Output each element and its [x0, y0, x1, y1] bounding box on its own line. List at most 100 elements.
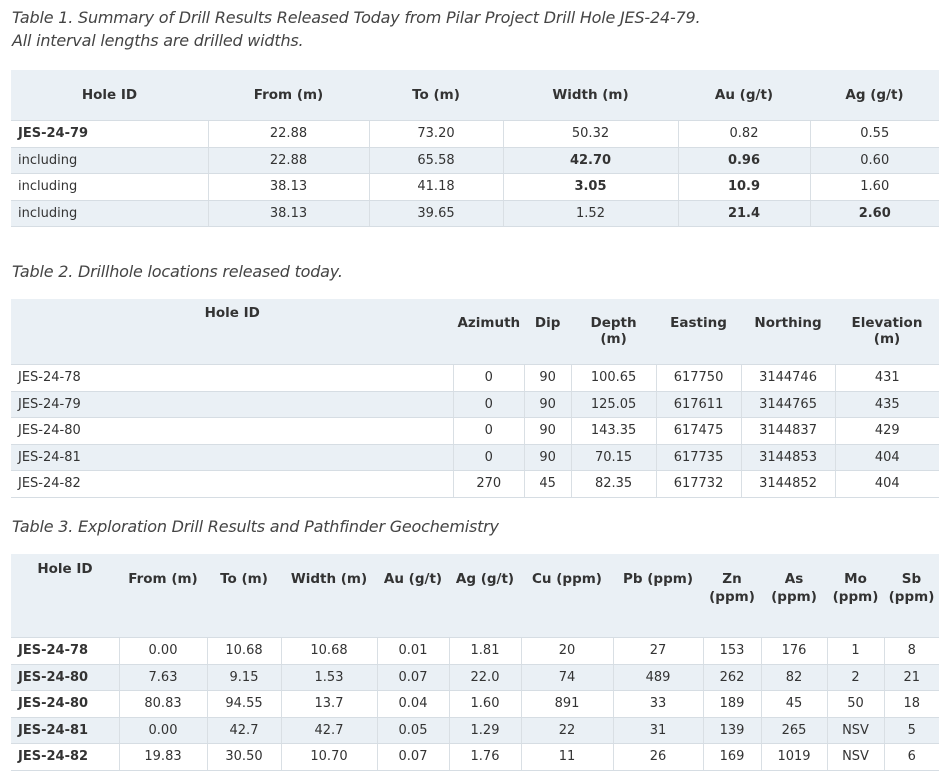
table-cell: 0.82 — [678, 120, 811, 148]
table-cell: JES-24-78 — [11, 364, 454, 392]
table-cell: 0.96 — [678, 147, 811, 174]
table-cell: 189 — [703, 690, 762, 718]
column-header: To (m) — [369, 70, 503, 121]
column-header: From (m) — [119, 554, 207, 638]
column-header: Azimuth — [453, 299, 525, 365]
column-header: Ag (g/t) — [810, 70, 939, 121]
table-cell: 617750 — [656, 364, 742, 392]
table-cell: 431 — [835, 364, 939, 392]
table-cell: 45 — [761, 690, 828, 718]
table-cell: 38.13 — [208, 200, 370, 227]
table-header-row: Hole ID Azimuth Dip Depth (m) Easting No… — [11, 299, 939, 365]
table1-caption: Table 1. Summary of Drill Results Releas… — [12, 6, 701, 52]
table-cell: 3144852 — [741, 470, 836, 498]
table-cell: 1.76 — [449, 743, 522, 771]
table-cell: 1.81 — [449, 637, 522, 665]
table-cell: 70.15 — [571, 444, 657, 471]
column-header: Hole ID — [11, 70, 208, 121]
table-cell: 404 — [835, 470, 939, 498]
table-row: including 22.88 65.58 42.70 0.96 0.60 — [11, 147, 939, 174]
table-cell: 617735 — [656, 444, 742, 471]
table-cell: 94.55 — [207, 690, 282, 718]
table-cell: 80.83 — [119, 690, 208, 718]
table-cell: 10.70 — [281, 743, 378, 771]
table-cell: 153 — [703, 637, 762, 665]
table-cell: 2.60 — [810, 200, 939, 227]
table-cell: 0.01 — [377, 637, 450, 665]
column-header: Pb (ppm) — [613, 554, 703, 638]
table-cell: 11 — [521, 743, 614, 771]
table-cell: 90 — [524, 444, 572, 471]
table-cell: 143.35 — [571, 417, 657, 445]
table-cell: 50 — [827, 690, 885, 718]
table-cell: NSV — [827, 743, 885, 771]
column-header: Width (m) — [503, 70, 678, 121]
table-cell: 262 — [703, 664, 762, 691]
table-cell: 169 — [703, 743, 762, 771]
table-cell: 1.29 — [449, 717, 522, 744]
table-cell: 8 — [884, 637, 939, 665]
table-cell: 1019 — [761, 743, 828, 771]
table-row: JES-24-81 0 90 70.15 617735 3144853 404 — [11, 444, 939, 471]
table-header-row: Hole ID From (m) To (m) Width (m) Au (g/… — [11, 70, 939, 121]
table-cell: including — [11, 200, 209, 227]
table-row: including 38.13 41.18 3.05 10.9 1.60 — [11, 173, 939, 201]
table-cell: 7.63 — [119, 664, 208, 691]
drillhole-locations-table: Hole ID Azimuth Dip Depth (m) Easting No… — [11, 299, 939, 498]
table-cell: 82.35 — [571, 470, 657, 498]
table-cell: 489 — [613, 664, 704, 691]
table-row: JES-24-79 22.88 73.20 50.32 0.82 0.55 — [11, 120, 939, 148]
column-header: Au (g/t) — [678, 70, 810, 121]
table-cell: including — [11, 173, 209, 201]
column-header: Cu (ppm) — [521, 554, 613, 638]
table-cell: 429 — [835, 417, 939, 445]
table-cell: 3.05 — [503, 173, 679, 201]
column-header: Width (m) — [281, 554, 377, 638]
table-cell: NSV — [827, 717, 885, 744]
table-cell: JES-24-80 — [11, 664, 120, 691]
table-row: JES-24-80 7.63 9.15 1.53 0.07 22.0 74 48… — [11, 664, 939, 691]
table-cell: 0 — [453, 417, 525, 445]
column-header: Hole ID — [11, 299, 454, 365]
table-cell: 0.07 — [377, 743, 450, 771]
column-header: Mo (ppm) — [827, 554, 884, 638]
table-row: JES-24-80 80.83 94.55 13.7 0.04 1.60 891… — [11, 690, 939, 718]
table2-caption: Table 2. Drillhole locations released to… — [12, 262, 343, 281]
table-cell: 435 — [835, 391, 939, 418]
table-cell: 38.13 — [208, 173, 370, 201]
table-row: JES-24-80 0 90 143.35 617475 3144837 429 — [11, 417, 939, 445]
table-cell: 6 — [884, 743, 939, 771]
column-header: Sb (ppm) — [884, 554, 939, 638]
table-cell: JES-24-79 — [11, 120, 209, 148]
table-cell: 139 — [703, 717, 762, 744]
table-cell: JES-24-80 — [11, 417, 454, 445]
table-cell: 176 — [761, 637, 828, 665]
table-row: JES-24-78 0.00 10.68 10.68 0.01 1.81 20 … — [11, 637, 939, 665]
table-cell: 42.7 — [281, 717, 378, 744]
table-cell: 100.65 — [571, 364, 657, 392]
table-cell: 10.68 — [281, 637, 378, 665]
table-cell: 5 — [884, 717, 939, 744]
column-header: To (m) — [207, 554, 281, 638]
table-cell: 0.04 — [377, 690, 450, 718]
column-header: Depth (m) — [571, 299, 657, 365]
table-cell: 1.60 — [449, 690, 522, 718]
column-header: As (ppm) — [761, 554, 827, 638]
table-row: JES-24-79 0 90 125.05 617611 3144765 435 — [11, 391, 939, 418]
column-header: Zn (ppm) — [703, 554, 761, 638]
table-cell: 270 — [453, 470, 525, 498]
table-cell: JES-24-81 — [11, 444, 454, 471]
table1-caption-line2: All interval lengths are drilled widths. — [12, 31, 304, 50]
table-row: including 38.13 39.65 1.52 21.4 2.60 — [11, 200, 939, 227]
table-cell: 9.15 — [207, 664, 282, 691]
table-cell: 20 — [521, 637, 614, 665]
table-cell: 18 — [884, 690, 939, 718]
table-cell: 1.52 — [503, 200, 679, 227]
column-header: Au (g/t) — [377, 554, 449, 638]
table-cell: 42.7 — [207, 717, 282, 744]
table-header-row: Hole ID From (m) To (m) Width (m) Au (g/… — [11, 554, 939, 638]
table-cell: 3144853 — [741, 444, 836, 471]
table-cell: 41.18 — [369, 173, 504, 201]
table-cell: 0.07 — [377, 664, 450, 691]
table-cell: 0 — [453, 444, 525, 471]
